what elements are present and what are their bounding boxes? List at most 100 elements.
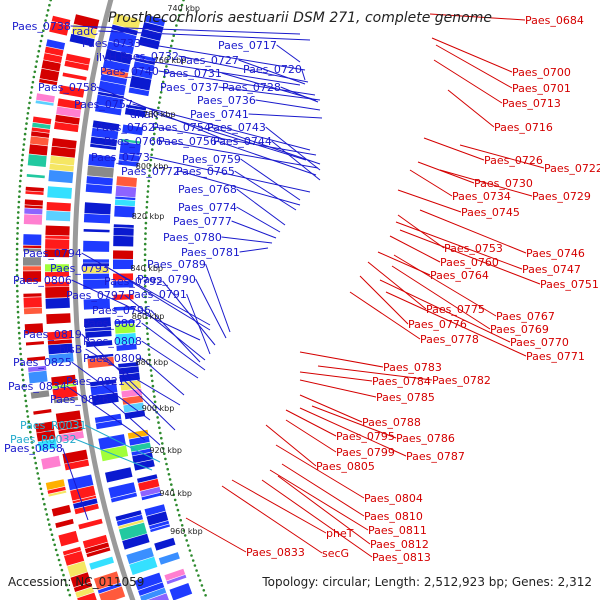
right-gene-label[interactable]: Paes_0805 [316, 460, 375, 473]
left-gene-label[interactable]: dnaK [130, 108, 159, 121]
left-gene-label[interactable]: Paes_0792 [104, 275, 163, 288]
right-gene-label[interactable]: secG [322, 547, 349, 560]
left-gene-label[interactable]: Paes_0757 [74, 98, 133, 111]
right-gene-label[interactable]: Paes_0722 [544, 162, 600, 175]
left-gene-label[interactable]: Paes_0743 [207, 121, 266, 134]
right-gene-label[interactable]: Paes_0833 [246, 546, 305, 559]
left-gene-label[interactable]: Paes_0825 [13, 356, 72, 369]
right-gene-label[interactable]: Paes_0730 [474, 177, 533, 190]
left-gene-label[interactable]: Paes_0819 [23, 328, 82, 341]
left-gene-label[interactable]: Paes_0789 [147, 258, 206, 271]
right-gene-label[interactable]: Paes_0770 [510, 336, 569, 349]
left-gene-label[interactable]: Paes_0796 [92, 304, 151, 317]
left-callout-line [62, 447, 89, 521]
left-gene-label[interactable]: Paes_0773 [91, 151, 150, 164]
left-gene-label[interactable]: Paes_0733 [82, 37, 141, 50]
right-gene-label[interactable]: Paes_0812 [370, 538, 429, 551]
right-gene-label[interactable]: Paes_0776 [408, 318, 467, 331]
left-gene-label[interactable]: Paes_0756 [158, 135, 217, 148]
gene-feature [30, 390, 50, 399]
right-gene-label[interactable]: Paes_0813 [372, 551, 431, 564]
left-gene-label[interactable]: Paes_0728 [222, 81, 281, 94]
right-callout-line [395, 221, 523, 270]
right-gene-label[interactable]: Paes_0788 [362, 416, 421, 429]
left-gene-label[interactable]: Paes_0727 [180, 54, 239, 67]
left-gene-label[interactable]: Paes_0791 [128, 288, 187, 301]
left-gene-label[interactable]: Paes_0806 [13, 274, 72, 287]
right-gene-label[interactable]: Paes_0729 [532, 190, 591, 203]
left-gene-label[interactable]: Paes_0759 [182, 153, 241, 166]
left-gene-label[interactable]: Paes_0732 [120, 50, 179, 63]
left-gene-label[interactable]: Paes_0858 [4, 442, 63, 455]
left-gene-label[interactable]: hisB [59, 343, 82, 356]
left-gene-label[interactable]: Paes_0738 [12, 20, 71, 33]
right-gene-label[interactable]: pheT [326, 527, 354, 540]
left-gene-label[interactable]: Paes_0790 [137, 273, 196, 286]
rna-gene-label[interactable]: Paes_R0032 [10, 433, 77, 446]
left-gene-label[interactable]: Paes_0772 [121, 165, 180, 178]
left-gene-label[interactable]: Paes_0741 [190, 108, 249, 121]
right-gene-label[interactable]: Paes_0778 [420, 333, 479, 346]
right-gene-label[interactable]: Paes_0760 [440, 256, 499, 269]
right-gene-label[interactable]: Paes_0747 [522, 263, 581, 276]
left-gene-label[interactable]: Paes_0754 [152, 121, 211, 134]
right-gene-label[interactable]: Paes_0795 [336, 430, 395, 443]
right-gene-label[interactable]: Paes_0745 [461, 206, 520, 219]
right-gene-label[interactable]: Paes_0786 [396, 432, 455, 445]
left-gene-label[interactable]: Paes_0758 [38, 81, 97, 94]
rna-gene-label[interactable]: Paes_R0031 [20, 419, 87, 432]
gene-feature [58, 426, 83, 435]
left-gene-label[interactable]: Paes_0780 [163, 231, 222, 244]
right-gene-label[interactable]: Paes_0753 [444, 242, 503, 255]
left-gene-label[interactable]: Paes_0744 [213, 135, 272, 148]
right-gene-label[interactable]: Paes_0716 [494, 121, 553, 134]
left-gene-label[interactable]: Paes_0731 [163, 67, 222, 80]
left-gene-label[interactable]: Paes_0736 [197, 94, 256, 107]
right-gene-label[interactable]: Paes_0769 [490, 323, 549, 336]
right-gene-label[interactable]: Paes_0784 [372, 375, 431, 388]
right-gene-label[interactable]: Paes_0787 [406, 450, 465, 463]
left-gene-label[interactable]: Paes_0802 [83, 317, 142, 330]
left-gene-label[interactable]: Paes_0809 [83, 352, 142, 365]
right-gene-label[interactable]: Paes_0810 [364, 510, 423, 523]
right-gene-label[interactable]: Paes_0767 [496, 310, 555, 323]
left-gene-label[interactable]: Paes_0794 [23, 247, 82, 260]
left-gene-label[interactable]: Paes_0826 [50, 393, 109, 406]
right-gene-label[interactable]: Paes_0734 [452, 190, 511, 203]
left-gene-label[interactable]: Paes_0777 [173, 215, 232, 228]
right-gene-label[interactable]: Paes_0726 [484, 154, 543, 167]
right-gene-label[interactable]: Paes_0751 [540, 278, 599, 291]
left-gene-label[interactable]: Paes_0808 [83, 335, 142, 348]
left-gene-label[interactable]: Paes_0766 [104, 135, 163, 148]
left-gene-label[interactable]: Paes_0737 [160, 81, 219, 94]
right-gene-label[interactable]: Paes_0799 [336, 446, 395, 459]
right-gene-label[interactable]: Paes_0764 [430, 269, 489, 282]
right-gene-label[interactable]: Paes_0783 [383, 361, 442, 374]
left-gene-label[interactable]: Paes_0717 [218, 39, 277, 52]
right-gene-label[interactable]: Paes_0775 [426, 303, 485, 316]
left-gene-label[interactable]: Paes_0720 [243, 63, 302, 76]
right-gene-label[interactable]: Paes_0684 [525, 14, 584, 27]
left-gene-label[interactable]: Paes_0781 [181, 246, 240, 259]
left-gene-label[interactable]: Paes_0768 [178, 183, 237, 196]
right-gene-label[interactable]: Paes_0771 [526, 350, 585, 363]
left-gene-label[interactable]: Paes_0821 [66, 375, 125, 388]
left-gene-label[interactable]: Paes_0834 [8, 380, 67, 393]
left-gene-label[interactable]: radC [72, 25, 98, 38]
left-gene-label[interactable]: Paes_0765 [176, 165, 235, 178]
gene-feature [48, 490, 67, 497]
left-gene-label[interactable]: Paes_0797 [66, 289, 125, 302]
right-gene-label[interactable]: Paes_0811 [368, 524, 427, 537]
right-gene-label[interactable]: Paes_0746 [526, 247, 585, 260]
right-gene-label[interactable]: Paes_0713 [502, 97, 561, 110]
right-gene-label[interactable]: Paes_0804 [364, 492, 423, 505]
left-gene-label[interactable]: ilvH [96, 51, 117, 64]
right-gene-label[interactable]: Paes_0700 [512, 66, 571, 79]
right-gene-label[interactable]: Paes_0701 [512, 82, 571, 95]
left-gene-label[interactable]: Paes_0774 [178, 201, 237, 214]
left-gene-label[interactable]: Paes_0740 [100, 65, 159, 78]
right-gene-label[interactable]: Paes_0785 [376, 391, 435, 404]
left-gene-label[interactable]: Paes_0762 [96, 121, 155, 134]
left-gene-label[interactable]: Paes_0793 [50, 262, 109, 275]
right-gene-label[interactable]: Paes_0782 [432, 374, 491, 387]
